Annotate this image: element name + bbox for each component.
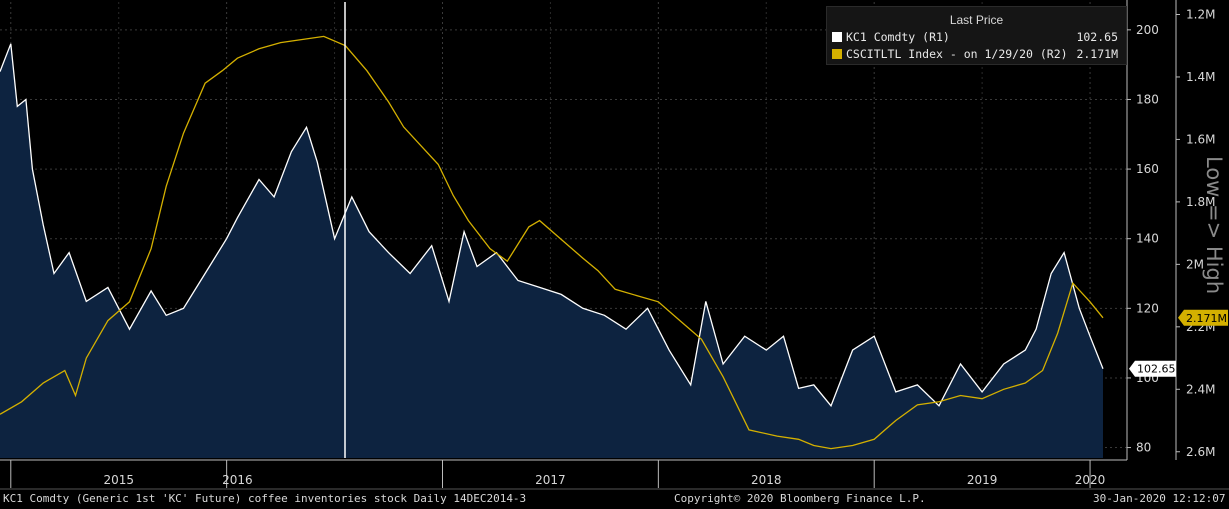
legend-swatch-cscitltl [832, 49, 842, 59]
r1-tick-label: 200 [1136, 23, 1159, 37]
r1-tick-label: 160 [1136, 162, 1159, 176]
r2-tick-label: 1.4M [1186, 70, 1215, 84]
legend-item-kc1[interactable]: KC1 Comdty (R1) 102.65 [832, 30, 1122, 45]
x-tick-label: 2016 [222, 473, 253, 487]
r2-axis-title: Low => High [1202, 156, 1226, 294]
x-tick-labels: 2015 2016 2017 2018 2019 2020 [10, 460, 1106, 488]
legend-swatch-kc1 [832, 32, 842, 42]
r1-last-value-text: 102.65 [1137, 363, 1176, 376]
x-tick-label: 2015 [103, 473, 134, 487]
cscitltl-line [0, 35, 1104, 450]
r2-tick-label: 1.6M [1186, 132, 1215, 146]
legend-title: Last Price [949, 13, 1004, 27]
footer-timestamp: 30-Jan-2020 12:12:07 [1093, 492, 1226, 505]
legend-value-cscitltl: 2.171M [1076, 47, 1118, 61]
kc1-line [0, 43, 1104, 408]
r1-tick-label: 80 [1136, 441, 1151, 455]
footer-description: KC1 Comdty (Generic 1st 'KC' Future) cof… [3, 492, 527, 505]
series-line-layer [0, 35, 1104, 450]
footer-copyright: Copyright© 2020 Bloomberg Finance L.P. [674, 492, 926, 505]
r2-last-value-text: 2.171M [1186, 312, 1227, 325]
legend-panel: Last Price KC1 Comdty (R1) 102.65 CSCITL… [826, 6, 1127, 65]
kc1-area-fill [0, 43, 1103, 459]
x-tick-label: 2020 [1075, 473, 1106, 487]
x-tick-label: 2018 [751, 473, 782, 487]
r2-tick-label: 1.2M [1186, 7, 1215, 21]
r1-last-value-badge: 102.65 [1129, 360, 1176, 377]
r1-tick-label: 140 [1136, 232, 1159, 246]
legend-label-kc1: KC1 Comdty (R1) [846, 30, 950, 44]
x-tick-label: 2019 [967, 473, 998, 487]
last-value-labels: 102.65 2.171M [1129, 309, 1228, 377]
kc1-area-layer [0, 43, 1103, 459]
r2-axis-title-text: Low => High [1202, 156, 1226, 294]
r2-tick-label: 1.8M [1186, 195, 1215, 209]
r2-last-value-badge: 2.171M [1178, 309, 1228, 326]
r2-tick-label: 2M [1186, 257, 1204, 271]
r1-tick-label: 180 [1136, 92, 1159, 106]
legend-item-cscitltl[interactable]: CSCITLTL Index - on 1/29/20 (R2) 2.171M [832, 47, 1122, 62]
legend-value-kc1: 102.65 [1076, 30, 1118, 44]
x-tick-label: 2017 [535, 473, 566, 487]
legend-label-cscitltl: CSCITLTL Index - on 1/29/20 (R2) [846, 47, 1068, 61]
r2-tick-label: 2.6M [1186, 445, 1215, 459]
r1-tick-label: 120 [1136, 301, 1159, 315]
r2-tick-label: 2.4M [1186, 382, 1215, 396]
